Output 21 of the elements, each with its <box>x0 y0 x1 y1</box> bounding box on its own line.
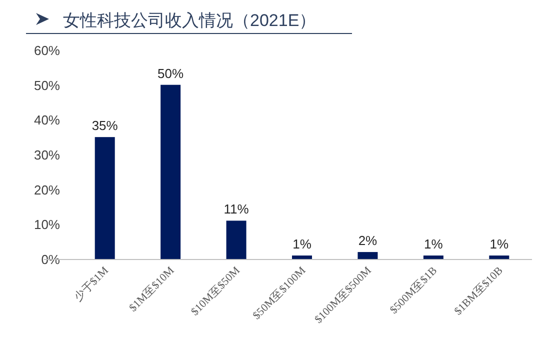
chart-title: 女性科技公司收入情况（2021E） <box>63 11 316 30</box>
bar <box>226 220 246 259</box>
data-label: 1% <box>292 236 312 252</box>
data-label: 1% <box>490 236 509 252</box>
y-tick-label: 20% <box>34 182 60 198</box>
y-tick-label: 40% <box>34 112 60 128</box>
bar <box>423 256 444 259</box>
bar <box>489 256 510 259</box>
y-tick-label: 30% <box>34 148 60 162</box>
data-label: 50% <box>158 66 184 81</box>
data-label: 2% <box>358 233 378 248</box>
data-label: 35% <box>92 118 118 134</box>
y-tick-label: 50% <box>34 78 60 93</box>
bar <box>358 252 378 259</box>
data-label: 1% <box>424 236 444 252</box>
bar <box>160 84 181 259</box>
data-label: 11% <box>224 202 250 217</box>
bar <box>94 137 115 259</box>
y-tick-label: 60% <box>34 43 60 58</box>
bar <box>292 256 312 259</box>
y-tick-label: 10% <box>34 217 60 232</box>
